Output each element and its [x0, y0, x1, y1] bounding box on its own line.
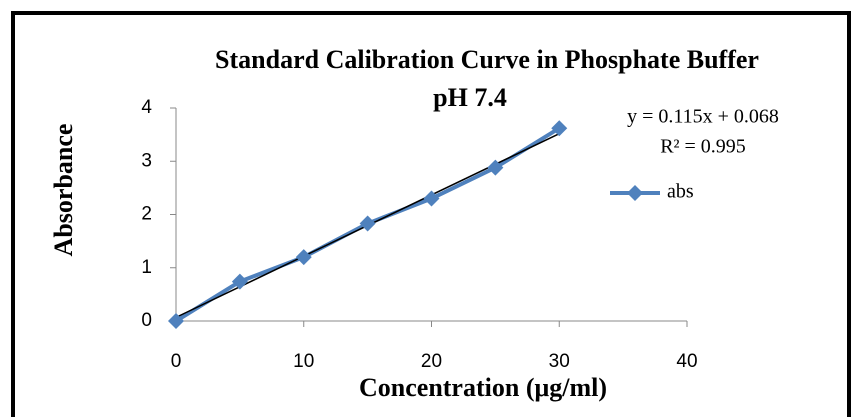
x-tick-label: 30 — [549, 351, 570, 372]
trendline-equation: y = 0.115x + 0.068 — [627, 106, 779, 128]
marker — [168, 313, 184, 329]
y-tick-label: 2 — [141, 204, 152, 225]
marker — [487, 159, 504, 176]
chart-title: Standard Calibration Curve in Phosphate … — [215, 45, 759, 74]
chart-title: pH 7.4 — [433, 83, 507, 112]
x-axis-label: Concentration (μg/ml) — [359, 373, 607, 402]
frame — [11, 11, 851, 417]
marker — [551, 120, 568, 137]
y-tick-label: 4 — [141, 97, 152, 118]
y-tick-label: 0 — [141, 310, 152, 331]
x-tick-label: 40 — [676, 351, 697, 372]
marker — [231, 273, 248, 290]
y-tick-label: 1 — [141, 257, 152, 278]
legend-marker — [627, 185, 643, 201]
marker — [295, 249, 312, 266]
y-axis-label: Absorbance — [49, 124, 78, 257]
y-tick-label: 3 — [141, 150, 152, 171]
marker — [423, 190, 440, 207]
legend-label: abs — [667, 181, 694, 203]
x-tick-label: 10 — [293, 351, 314, 372]
marker — [359, 215, 376, 232]
x-tick-label: 0 — [171, 351, 182, 372]
r-squared: R² = 0.995 — [660, 136, 746, 158]
x-tick-label: 20 — [421, 351, 442, 372]
